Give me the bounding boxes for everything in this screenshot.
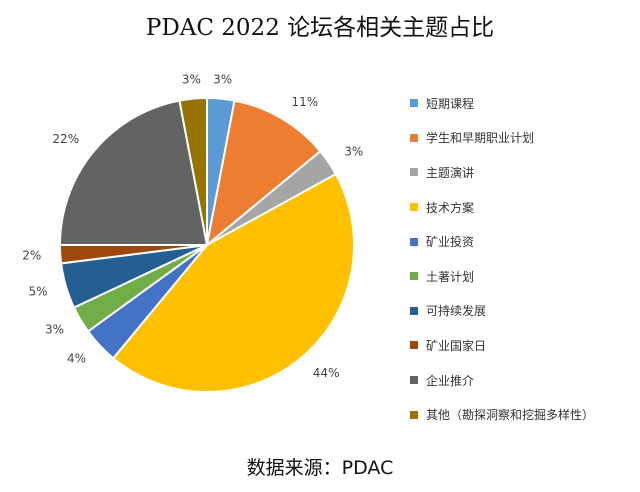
legend-swatch [410,168,418,177]
legend-item: 技术方案 [410,190,594,225]
legend-label: 学生和早期职业计划 [426,131,535,146]
legend-label: 其他（勘探洞察和挖掘多样性） [426,408,595,423]
legend-label: 企业推介 [426,373,475,388]
legend-item: 短期课程 [410,86,594,121]
legend-label: 短期课程 [426,96,475,111]
source-note: 数据来源：PDAC [0,453,640,480]
legend-item: 其他（勘探洞察和挖掘多样性） [410,397,594,432]
legend-label: 矿业国家日 [426,338,487,353]
legend-item: 土著计划 [410,259,594,294]
slice-data-label: 11% [292,95,319,109]
slice-data-label: 5% [29,284,48,298]
slice-data-label: 3% [45,323,64,337]
source-label: 数据来源： [246,457,342,479]
legend-label: 主题演讲 [426,165,475,180]
legend-swatch [410,133,418,142]
slice-data-label: 2% [22,248,41,262]
source-value: PDAC [341,457,394,479]
legend-swatch [410,306,418,315]
legend-swatch [410,272,418,281]
legend-swatch [410,203,418,212]
legend-swatch [410,237,418,246]
legend: 短期课程学生和早期职业计划 主题演讲技术方案矿业投资土著计划可持续发展矿业国家日企… [410,86,594,432]
legend-swatch [410,341,418,350]
legend-label: 矿业投资 [426,235,475,250]
legend-label: 可持续发展 [426,304,487,319]
legend-item: 矿业国家日 [410,328,594,363]
slice-data-label: 3% [344,145,363,159]
legend-item: 可持续发展 [410,294,594,329]
legend-label: 技术方案 [426,200,475,215]
legend-item: 企业推介 [410,363,594,398]
pie-slice [178,96,208,246]
chart-title: PDAC 2022 论坛各相关主题占比 [145,15,495,41]
slice-data-label: 22% [52,132,79,146]
legend-item: 主题演讲 [410,155,594,190]
legend-label: 土著计划 [426,269,475,284]
slice-data-label: 44% [313,366,340,380]
slice-data-label: 3% [182,73,201,87]
pie-slice [111,172,355,393]
pie-slice [58,99,209,246]
legend-swatch [410,99,418,108]
legend-swatch [410,376,418,385]
legend-swatch [410,410,418,419]
legend-item: 矿业投资 [410,224,594,259]
slice-data-label: 3% [213,73,232,87]
slice-data-label: 4% [67,352,86,366]
pie-slice [205,99,322,248]
legend-item: 学生和早期职业计划 [410,121,594,156]
